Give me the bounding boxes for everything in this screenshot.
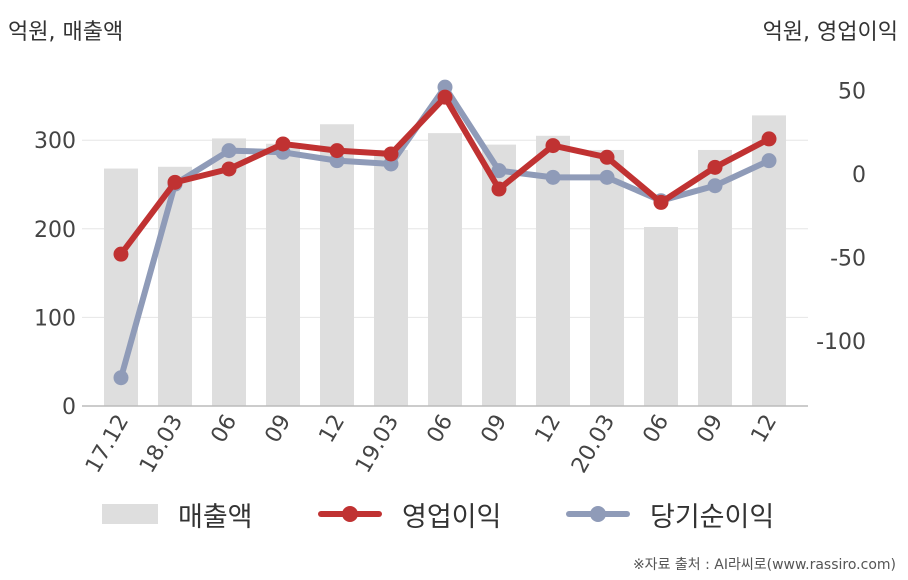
point-operating-profit xyxy=(545,138,561,154)
x-tick-label: 12 xyxy=(747,411,783,448)
point-operating-profit xyxy=(113,246,129,262)
x-tick-label: 12 xyxy=(531,411,567,448)
point-operating-profit xyxy=(275,136,291,152)
bar-revenue xyxy=(212,138,246,407)
point-operating-profit xyxy=(329,143,345,159)
point-net-income xyxy=(545,169,561,185)
x-tick-label: 06 xyxy=(639,411,675,448)
point-operating-profit xyxy=(491,181,507,197)
x-tick-label: 06 xyxy=(207,411,243,448)
point-operating-profit xyxy=(383,146,399,162)
right-tick-label: -50 xyxy=(830,247,866,272)
legend-item-operating-profit: 영업이익 xyxy=(318,494,501,534)
left-tick-label: 0 xyxy=(62,395,76,420)
bar-revenue xyxy=(428,133,462,406)
point-operating-profit xyxy=(437,89,453,105)
left-tick-label: 300 xyxy=(34,129,76,154)
legend-swatch-net-income xyxy=(566,504,630,524)
x-tick-label: 19.03 xyxy=(351,411,404,478)
legend-item-revenue: 매출액 xyxy=(102,494,253,534)
legend-swatch-revenue xyxy=(102,504,158,524)
point-net-income xyxy=(599,169,615,185)
left-tick-label: 100 xyxy=(34,306,76,331)
legend-swatch-operating-profit xyxy=(318,504,382,524)
x-tick-label: 17.12 xyxy=(81,411,134,478)
right-axis-title: 억원, 영업이익 xyxy=(762,20,898,45)
right-tick-label: -100 xyxy=(816,330,866,355)
x-tick-label: 06 xyxy=(423,411,459,448)
point-operating-profit xyxy=(167,174,183,190)
bar-revenue xyxy=(104,168,138,406)
point-net-income xyxy=(113,370,129,386)
point-operating-profit xyxy=(599,149,615,165)
x-tick-label: 12 xyxy=(315,411,351,448)
point-operating-profit xyxy=(707,159,723,175)
line-series xyxy=(113,79,777,386)
x-tick-label: 20.03 xyxy=(567,411,620,478)
bar-series xyxy=(104,115,786,407)
left-axis-title: 억원, 매출액 xyxy=(8,20,124,45)
legend: 매출액 영업이익 당기순이익 xyxy=(0,494,908,534)
legend-item-net-income: 당기순이익 xyxy=(566,494,774,534)
legend-label-operating-profit: 영업이익 xyxy=(402,501,502,533)
point-net-income xyxy=(707,178,723,194)
x-tick-label: 18.03 xyxy=(135,411,188,478)
point-net-income xyxy=(761,153,777,169)
bar-revenue xyxy=(590,149,624,407)
x-tick-label: 09 xyxy=(693,411,729,448)
point-operating-profit xyxy=(761,131,777,147)
point-operating-profit xyxy=(221,161,237,177)
right-tick-label: 0 xyxy=(852,163,866,188)
bar-revenue xyxy=(320,124,354,406)
bar-revenue xyxy=(374,149,408,407)
bar-revenue xyxy=(158,166,192,406)
legend-label-revenue: 매출액 xyxy=(178,501,253,533)
right-tick-label: 50 xyxy=(838,80,866,105)
point-net-income xyxy=(221,143,237,159)
bar-revenue xyxy=(644,227,678,406)
point-operating-profit xyxy=(653,194,669,210)
point-net-income xyxy=(491,163,507,179)
legend-label-net-income: 당기순이익 xyxy=(650,501,775,533)
source-note: ※자료 출처 : AI라씨로(www.rassiro.com) xyxy=(632,557,896,573)
left-tick-label: 200 xyxy=(34,218,76,243)
x-tick-label: 09 xyxy=(261,411,297,448)
bar-revenue xyxy=(266,143,300,406)
x-tick-label: 09 xyxy=(477,411,513,448)
